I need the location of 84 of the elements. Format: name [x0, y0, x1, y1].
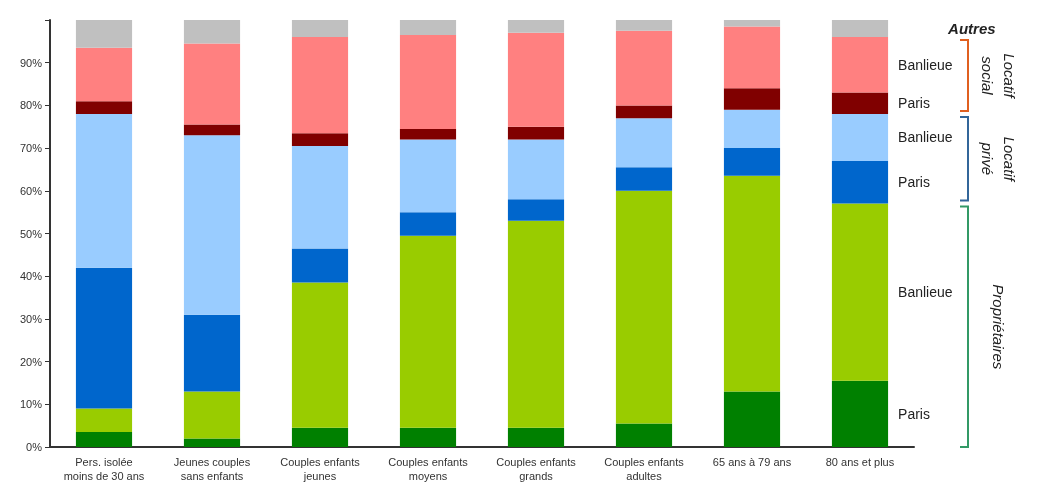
series-label: Banlieue	[898, 56, 953, 73]
y-tick-label: 20%	[19, 355, 43, 368]
x-tick-label: Couples enfants grands	[496, 456, 577, 482]
bar	[507, 139, 565, 200]
bar	[831, 92, 889, 114]
bar	[615, 423, 673, 447]
series-label: Banlieue	[898, 284, 953, 301]
x-tick-label: Couples enfants moyens	[388, 456, 469, 482]
bar	[831, 37, 889, 93]
bar	[615, 190, 673, 424]
x-tick-label: 65 ans à 79 ans	[712, 456, 792, 468]
bar	[615, 20, 673, 31]
bar	[75, 47, 133, 102]
bar	[183, 20, 241, 44]
bar	[399, 34, 457, 129]
bar	[831, 380, 889, 447]
bar	[723, 26, 781, 89]
bar	[291, 282, 349, 428]
bar	[183, 135, 241, 315]
bar	[507, 427, 565, 447]
y-tick-label: 40%	[19, 270, 43, 283]
bar	[75, 408, 133, 433]
y-tick-label: 10%	[19, 398, 43, 411]
bar	[615, 118, 673, 168]
x-tick-label: 80 ans et plus	[825, 456, 895, 468]
bar	[723, 391, 781, 447]
bar	[399, 20, 457, 35]
x-tick-label: Couples enfants adultes	[604, 456, 685, 482]
bar	[399, 235, 457, 428]
bar	[615, 30, 673, 106]
y-tick-label: 50%	[19, 227, 43, 240]
text: Locatif privé	[978, 136, 1018, 183]
bar	[615, 105, 673, 119]
x-tick-label: Couples enfants jeunes	[280, 456, 361, 482]
y-tick-label: 80%	[19, 99, 43, 112]
bar	[507, 32, 565, 127]
bar	[723, 109, 781, 149]
x-tick-label: Jeunes couples sans enfants	[173, 456, 251, 482]
bar	[291, 248, 349, 283]
bar	[75, 267, 133, 409]
bar	[507, 199, 565, 221]
y-tick-label: 70%	[19, 142, 43, 155]
bar	[399, 427, 457, 447]
bar	[291, 427, 349, 447]
bar	[831, 113, 889, 161]
y-tick-label: 0%	[26, 441, 43, 453]
text: Locatif social	[978, 53, 1018, 100]
bar	[75, 113, 133, 268]
text: Propriétaires	[989, 284, 1007, 370]
bar	[507, 220, 565, 428]
bar	[507, 126, 565, 140]
bar	[291, 37, 349, 134]
bar	[291, 133, 349, 146]
bar	[75, 101, 133, 114]
series-label: Banlieue	[898, 129, 953, 146]
y-tick-label: 90%	[19, 56, 43, 69]
bar	[75, 432, 133, 447]
bar	[183, 314, 241, 392]
bar	[183, 391, 241, 439]
bar	[183, 124, 241, 136]
y-tick-label: 30%	[19, 312, 43, 325]
bar	[183, 43, 241, 125]
x-tick-label: Pers. isolée moins de 30 ans	[63, 456, 145, 482]
bar	[723, 88, 781, 110]
bar	[723, 20, 781, 27]
text: Autres	[947, 20, 996, 38]
series-label: Paris	[898, 405, 930, 422]
bar	[399, 212, 457, 236]
series-label: Paris	[898, 174, 930, 191]
bar	[723, 175, 781, 392]
series-label: Paris	[898, 95, 930, 112]
bar	[75, 20, 133, 48]
bar	[723, 148, 781, 176]
bar	[183, 438, 241, 447]
bar	[831, 203, 889, 381]
bar	[831, 20, 889, 38]
bar	[615, 167, 673, 191]
bar	[291, 145, 349, 249]
bar	[507, 20, 565, 33]
bar	[291, 20, 349, 38]
y-tick-label: 60%	[19, 184, 43, 197]
bar	[831, 160, 889, 204]
bar	[399, 139, 457, 213]
bar	[399, 128, 457, 140]
